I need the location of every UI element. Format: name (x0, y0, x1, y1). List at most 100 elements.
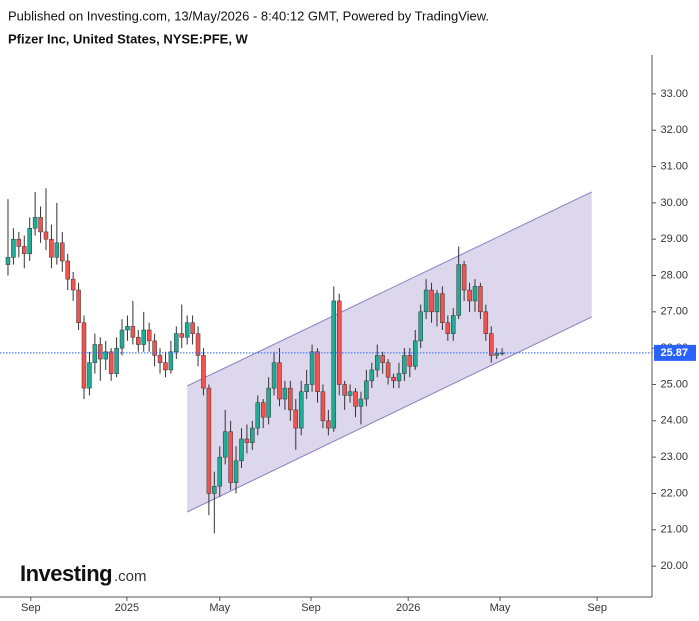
candle-body (326, 420, 331, 429)
x-tick-label: May (490, 602, 511, 614)
y-tick-label: 21.00 (660, 524, 688, 536)
last-price-box (654, 344, 696, 361)
candle-body (451, 315, 456, 334)
y-tick-label: 25.00 (660, 378, 688, 390)
last-price-label: 25.87 (660, 347, 688, 359)
candle-body (369, 369, 375, 382)
candle-body (418, 311, 423, 342)
candle-body (461, 264, 467, 291)
candle-body (358, 398, 364, 407)
candle-body (228, 431, 233, 483)
candle-body (65, 260, 70, 280)
candle-body (119, 329, 125, 349)
chart-title: Pfizer Inc, United States, NYSE:PFE, W (8, 31, 249, 46)
candle-body (184, 322, 190, 338)
candle-body (70, 278, 76, 291)
candle-body (271, 362, 277, 389)
y-tick-label: 30.00 (660, 197, 688, 209)
candle-body (402, 355, 407, 374)
candle-body (429, 289, 434, 313)
candle-body (38, 217, 43, 233)
candle-body (32, 217, 38, 229)
y-tick-label: 20.00 (660, 560, 688, 572)
candle-body (244, 438, 250, 443)
candle-body (87, 362, 92, 389)
channel-fill (187, 191, 592, 512)
candle-body (233, 460, 239, 483)
candle-body (5, 257, 11, 265)
candle-body (412, 340, 418, 367)
x-tick-label: May (209, 602, 230, 614)
candle-body (266, 387, 271, 418)
candle-body (217, 456, 223, 487)
candle-body (440, 293, 445, 323)
candle-body (130, 326, 136, 338)
candle-body (353, 391, 358, 407)
y-tick-label: 29.00 (660, 233, 688, 245)
watermark-suffix: .com (114, 568, 147, 585)
channel-line (186, 191, 592, 387)
candle-body (304, 384, 309, 393)
x-tick-label: 2025 (115, 602, 139, 614)
candle-body (434, 293, 440, 313)
y-tick-label: 22.00 (660, 487, 688, 499)
candle-body (168, 351, 174, 371)
y-tick-label: 32.00 (660, 124, 688, 136)
candle-body (179, 333, 184, 338)
x-tick-label: 2026 (396, 602, 420, 614)
candle-body (136, 337, 141, 345)
candle-body (288, 387, 293, 411)
candle-body (277, 362, 282, 400)
candle-body (391, 376, 396, 382)
candle-body (467, 289, 472, 302)
candle-body (385, 362, 391, 378)
y-tick-label: 24.00 (660, 415, 688, 427)
candle-body (445, 322, 451, 334)
candle-body (472, 286, 478, 302)
candle-body (423, 289, 429, 313)
candle-body (255, 402, 261, 429)
candle-body (16, 238, 22, 247)
candle-body (331, 300, 337, 429)
candle-body (60, 242, 65, 262)
candle-body (141, 329, 146, 345)
candle-body (494, 353, 499, 356)
candle-body (152, 340, 157, 356)
candle-body (380, 355, 385, 363)
candle-body (239, 438, 244, 462)
candle-body (114, 347, 119, 374)
candle-body (22, 246, 27, 254)
y-tick-label: 28.00 (660, 269, 688, 281)
candle-body (81, 322, 87, 389)
candle-body (478, 286, 483, 313)
candle-body (54, 242, 60, 258)
candle-body (342, 384, 347, 396)
candle-body (293, 409, 299, 429)
candle-body (212, 485, 217, 494)
y-tick-label: 33.00 (660, 88, 688, 100)
candle-body (163, 362, 168, 371)
candle-body (190, 322, 195, 334)
candle-body (336, 300, 342, 385)
candle-body (407, 355, 413, 367)
y-tick-label: 31.00 (660, 160, 688, 172)
candle-body (146, 329, 152, 342)
candle-body (396, 373, 402, 382)
candle-body (298, 391, 304, 429)
candle-body (49, 238, 54, 258)
y-tick-label: 23.00 (660, 451, 688, 463)
candle-body (201, 355, 206, 389)
candle-body (483, 311, 489, 334)
candle-body (11, 238, 16, 258)
candle-body (364, 380, 369, 400)
candle-body (92, 344, 98, 363)
candle-body (347, 391, 353, 396)
plot-area (5, 188, 592, 534)
candle-body (260, 402, 266, 418)
channel-line (186, 316, 592, 513)
source-note: Published on Investing.com, 13/May/2026 … (8, 8, 489, 23)
candle-body (456, 264, 461, 316)
x-tick-label: Sep (21, 602, 41, 614)
x-tick-label: Sep (587, 602, 607, 614)
